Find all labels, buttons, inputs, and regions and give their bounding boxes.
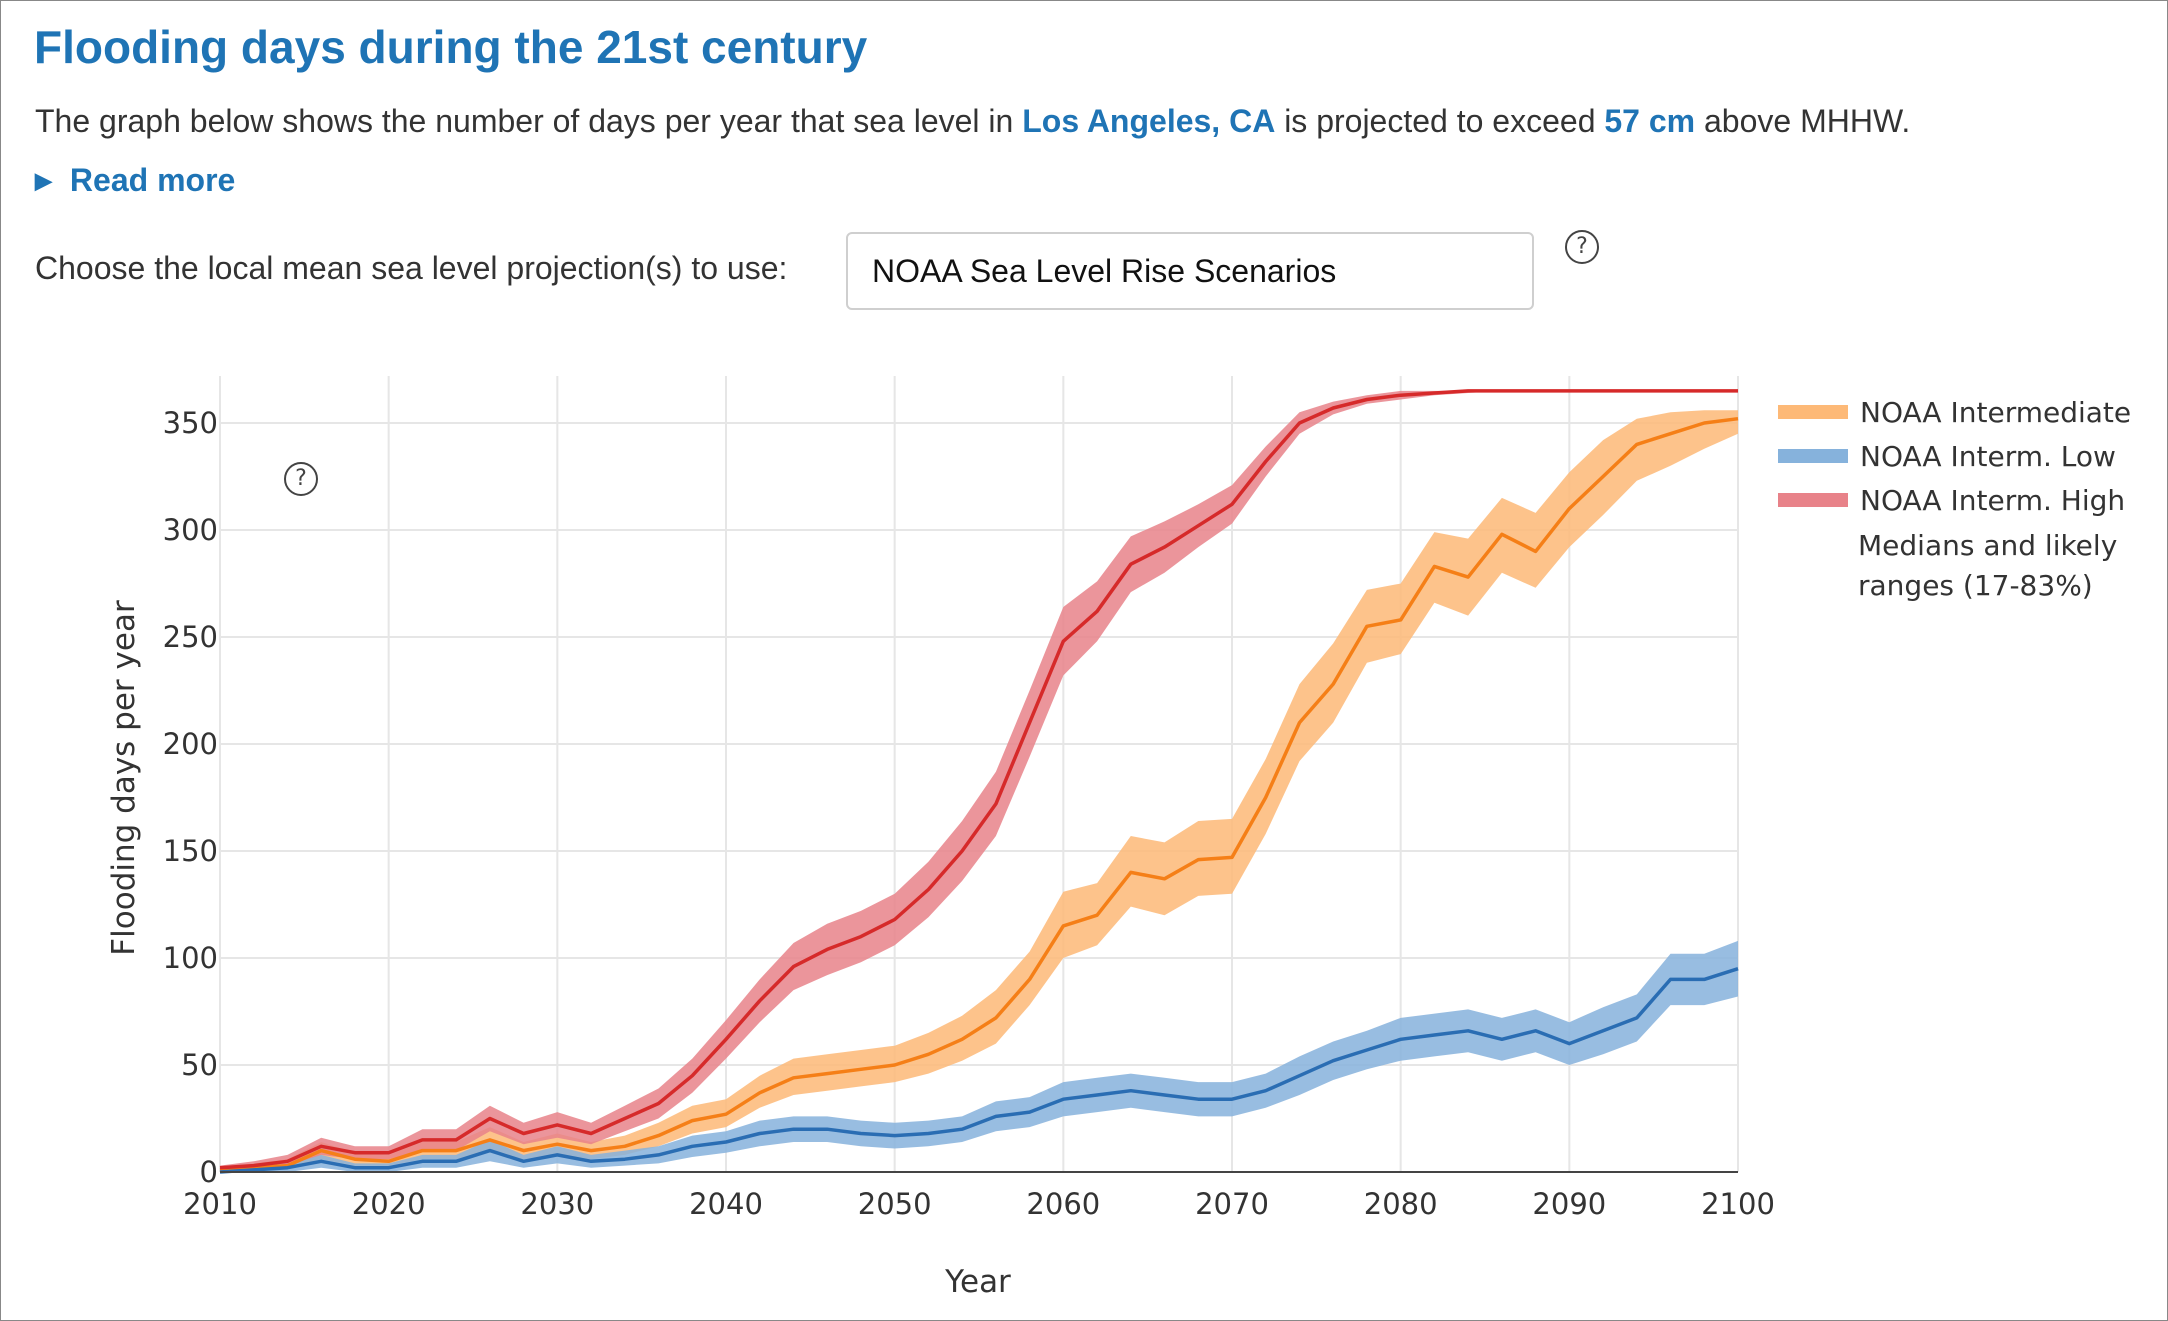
legend-note: Medians and likely	[1858, 529, 2117, 562]
range-band	[220, 410, 1738, 1172]
chart-ticks: 2010 2020 2030 2040 2050 2060 2070 2080 2090 2100…	[163, 406, 1775, 1221]
x-tick-label: 2070	[1195, 1187, 1269, 1221]
y-tick-label: 200	[163, 727, 218, 761]
read-more-label: Read more	[69, 162, 236, 198]
chart-bands	[220, 390, 1738, 1172]
x-tick-label: 2010	[183, 1187, 257, 1221]
x-tick-label: 2030	[520, 1187, 594, 1221]
x-axis-title: Year	[944, 1264, 1011, 1300]
description-text-post: above MHHW.	[1704, 103, 1911, 139]
x-tick-label: 2060	[1026, 1187, 1100, 1221]
x-tick-label: 2080	[1364, 1187, 1438, 1221]
y-tick-label: 0	[200, 1155, 218, 1189]
question-circle-icon[interactable]: ?	[1565, 230, 1599, 264]
legend-label: NOAA Intermediate	[1860, 396, 2131, 429]
threshold-highlight: 57 cm	[1604, 103, 1696, 139]
y-tick-label: 350	[163, 406, 218, 440]
y-axis-title: Flooding days per year	[106, 600, 142, 956]
chart-lines	[219, 389, 1739, 1174]
median-line	[219, 389, 1738, 1170]
range-band	[220, 940, 1738, 1172]
projection-label: Choose the local mean sea level projecti…	[35, 250, 788, 286]
page-title: Flooding days during the 21st century	[34, 21, 868, 73]
x-tick-label: 2050	[858, 1187, 932, 1221]
y-tick-label: 50	[181, 1048, 218, 1082]
y-tick-label: 250	[163, 620, 218, 654]
description: The graph below shows the number of days…	[35, 103, 1910, 140]
x-tick-label: 2100	[1701, 1187, 1775, 1221]
y-tick-label: 300	[163, 513, 218, 547]
x-tick-label: 2090	[1532, 1187, 1606, 1221]
x-tick-label: 2020	[352, 1187, 426, 1221]
median-line	[219, 416, 1739, 1172]
location-highlight: Los Angeles, CA	[1022, 103, 1276, 139]
description-text-pre: The graph below shows the number of days…	[35, 103, 1014, 139]
triangle-right-icon: ▶	[35, 168, 52, 193]
median-line	[219, 967, 1739, 1174]
legend-label: NOAA Interm. High	[1860, 484, 2125, 517]
y-tick-label: 100	[163, 941, 218, 975]
chart-legend: NOAA Intermediate NOAA Interm. Low NOAA In…	[1778, 396, 2131, 602]
legend-note: ranges (17-83%)	[1858, 569, 2093, 602]
legend-label: NOAA Interm. Low	[1860, 440, 2116, 473]
y-tick-label: 150	[163, 834, 218, 868]
projection-select[interactable]: NOAA Sea Level Rise Scenarios	[846, 232, 1534, 310]
read-more-toggle[interactable]: ▶ Read more	[35, 162, 235, 199]
description-text-mid: is projected to exceed	[1284, 103, 1596, 139]
question-circle-icon[interactable]: ?	[284, 462, 318, 496]
x-tick-label: 2040	[689, 1187, 763, 1221]
